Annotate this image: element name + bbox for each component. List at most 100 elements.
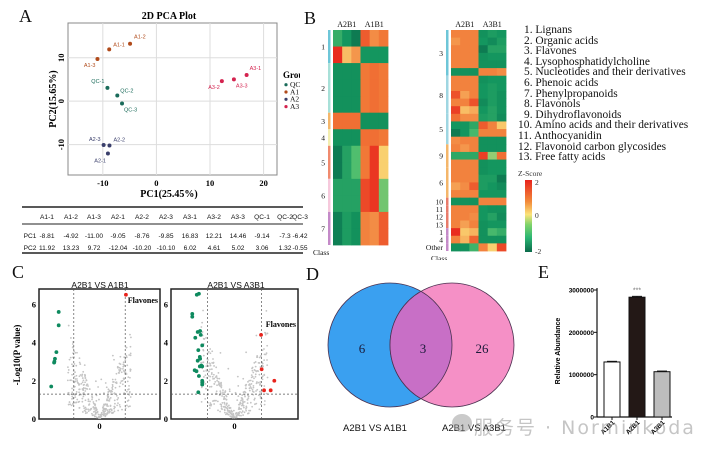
heatmap-cell [496,37,507,46]
heatmap-cell [478,83,489,92]
volcano-point-up [124,292,128,297]
volcano-point-up [259,332,263,337]
volcano-point-ns [256,356,259,359]
volcano-point-ns [122,369,125,372]
heatmap-cell [487,68,498,77]
heatmap-cell [496,106,507,115]
volcano-point-ns [215,399,217,402]
volcano-annotation: Flavones [128,296,158,305]
volcano-point-ns [81,375,83,377]
pca-point-label: QC-1 [91,79,104,85]
heatmap-cell [478,159,489,168]
heatmap-cell [342,211,352,229]
panel-label-d: D [306,264,319,284]
heatmap-cell [496,159,507,168]
pca-point-label: A2-2 [113,137,125,143]
bar [628,296,646,418]
volcano-point-ns [68,358,71,361]
wechat-icon [452,414,472,432]
pca-point-label: A3-2 [208,85,220,91]
volcano-point-ns [67,324,70,327]
volcano-point-ns [248,379,251,382]
heatmap-cell [333,162,343,180]
heatmap-cell [496,205,507,214]
volcano-point-ns [254,373,257,376]
volcano-point-ns [115,372,118,375]
heatmap-cell [451,136,461,145]
heatmap-cell [378,30,389,47]
volcano-point-ns [223,401,226,404]
volcano-point-down [190,314,195,319]
volcano-point-ns [211,361,214,364]
volcano-point-ns [208,379,211,382]
volcano-point-ns [96,416,98,419]
heatmap-cell [378,112,389,130]
venn-count-right: 26 [476,341,490,356]
heatmap-cell [451,106,461,115]
volcano-y-tick-label: 6 [32,299,36,309]
volcano-point-ns [75,391,78,393]
heatmap-cell [469,144,479,153]
volcano-point-ns [255,334,258,337]
heatmap-cell [342,145,352,163]
volcano-point-ns [242,391,245,394]
pca-point-label: QC-2 [120,88,133,94]
volcano-point-ns [230,415,232,418]
volcano-point-ns [214,380,217,383]
heatmap-cell [460,167,470,176]
volcano-point-ns [205,387,207,390]
class-legend-item: 2. Organic acids [524,34,599,47]
volcano-point-ns [247,412,249,415]
volcano-point-ns [244,387,247,390]
volcano-point-ns [114,378,117,381]
volcano-1-title: A2B1 VS A1B1 [71,280,128,290]
volcano-point-ns [94,412,97,414]
volcano-point-down [194,369,199,374]
heatmap-cell [451,37,461,46]
volcano-point-ns [121,383,124,386]
class-legend-item: 5. Nucleotides and their derivatives [524,66,686,79]
volcano-point-down [56,323,61,328]
volcano-point-ns [235,412,237,415]
volcano-point-ns [71,365,74,368]
heatmap-cell [478,98,489,107]
volcano-point-ns [93,414,95,417]
heatmap-cell [487,205,498,214]
heatmap-cell [351,178,361,196]
heatmap-cell [451,30,461,39]
volcano-point-ns [228,411,231,413]
heatmap-cell [487,90,498,99]
volcano-point-ns [120,380,123,383]
heatmap-cell [351,129,361,147]
volcano-point-ns [96,411,99,414]
volcano-point-ns [116,398,119,401]
heatmap-cell [496,228,507,237]
volcano-point-ns [241,398,244,400]
pca-x-tick-label: -10 [97,178,108,188]
volcano-point-ns [79,374,82,376]
volcano-point-ns [108,398,111,400]
volcano-point-ns [205,376,208,379]
venn-label-right: A2B1 VS A3B1 [442,423,506,434]
volcano-point-ns [128,390,131,393]
heatmap-cell [369,46,380,64]
heatmap-cell [460,182,470,191]
heatmap-class-bar [446,197,449,206]
heatmap-cell [378,129,389,147]
volcano-point-ns [223,397,225,400]
class-legend-item: 11. Anthocyanidin [518,129,602,142]
heatmap-class-bar [446,30,449,76]
pca-x-axis-label: PC1(25.45%) [140,189,198,200]
volcano-point-ns [71,391,74,394]
heatmap-cell [333,63,343,81]
heatmap-cell [496,129,507,138]
pca-y-tick-label: 10 [56,53,66,62]
volcano-point-ns [248,409,250,412]
volcano-point-ns [75,364,78,367]
heatmap-cell [478,220,489,229]
volcano-point-ns [67,371,70,374]
volcano-point-ns [122,361,125,364]
volcano-point-ns [260,403,262,406]
volcano-point-ns [129,354,132,357]
heatmap-cell [460,174,470,183]
